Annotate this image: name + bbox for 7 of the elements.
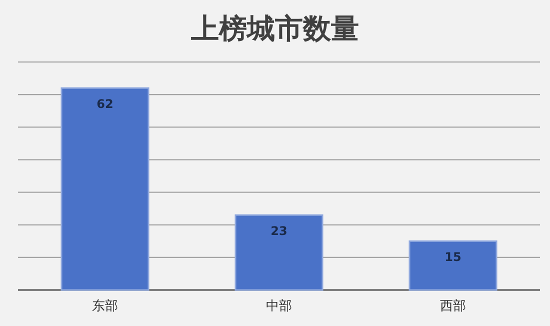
x-tick-label: 东部 [92, 299, 118, 314]
data-label: 23 [270, 224, 288, 238]
data-label: 62 [96, 97, 114, 112]
chart-title: 上榜城市数量 [190, 12, 359, 45]
x-tick-label: 中部 [266, 299, 292, 314]
x-tick-label: 西部 [440, 299, 466, 314]
data-label: 15 [444, 250, 462, 264]
